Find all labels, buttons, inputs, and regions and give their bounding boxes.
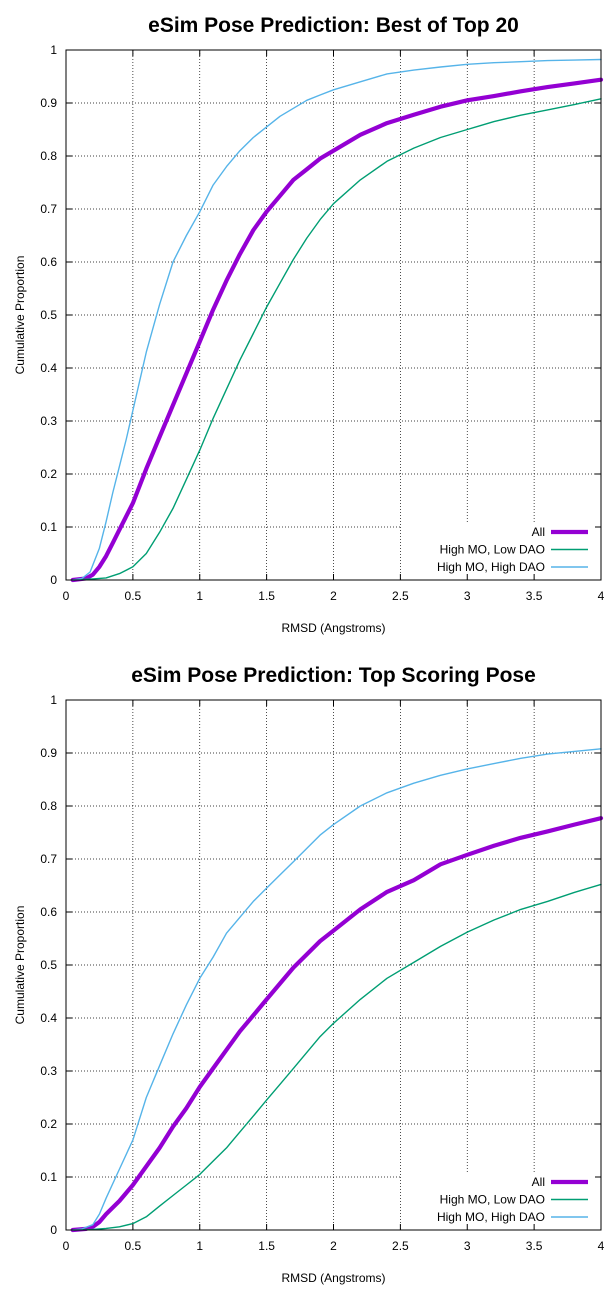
y-tick-label: 0: [50, 573, 57, 587]
x-axis-label: RMSD (Angstroms): [281, 1271, 385, 1285]
x-tick-label: 2.5: [392, 589, 409, 603]
y-axis-label: Cumulative Proportion: [13, 256, 27, 375]
x-tick-label: 2.5: [392, 1239, 409, 1253]
x-tick-label: 1.5: [258, 589, 275, 603]
x-tick-label: 0.5: [125, 589, 142, 603]
x-tick-label: 1.5: [258, 1239, 275, 1253]
y-tick-label: 0.4: [40, 1011, 57, 1025]
chart-title: eSim Pose Prediction: Top Scoring Pose: [131, 664, 536, 687]
x-tick-label: 3: [464, 589, 471, 603]
y-tick-label: 0.9: [40, 746, 57, 760]
y-tick-label: 0.5: [40, 308, 57, 322]
legend-label: High MO, High DAO: [437, 560, 545, 574]
y-tick-label: 0.3: [40, 414, 57, 428]
y-tick-label: 0.6: [40, 255, 57, 269]
y-tick-label: 0.6: [40, 905, 57, 919]
y-tick-label: 0.1: [40, 520, 57, 534]
x-tick-label: 1: [196, 1239, 203, 1253]
legend-label: All: [532, 525, 545, 539]
x-tick-label: 0: [63, 589, 70, 603]
chart-title: eSim Pose Prediction: Best of Top 20: [148, 14, 519, 37]
legend-label: High MO, High DAO: [437, 1210, 545, 1224]
series-line-high-mo-high-dao: [72, 748, 602, 1231]
chart-panel-top-scoring-pose: eSim Pose Prediction: Top Scoring Pose 0 0…: [0, 650, 605, 1300]
grid: [66, 50, 601, 580]
y-tick-label: 0.9: [40, 96, 57, 110]
x-tick-label: 4: [598, 589, 605, 603]
y-tick-label: 0.7: [40, 852, 57, 866]
x-tick-label: 2: [330, 1239, 337, 1253]
y-tick-label: 0.1: [40, 1170, 57, 1184]
series-line-all: [70, 816, 604, 1233]
x-tick-label: 3: [464, 1239, 471, 1253]
x-tick-label: 3.5: [526, 589, 543, 603]
y-tick-label: 1: [50, 693, 57, 707]
y-tick-label: 0.2: [40, 1117, 57, 1131]
y-tick-label: 0.5: [40, 958, 57, 972]
y-tick-label: 0.8: [40, 149, 57, 163]
y-tick-label: 0.2: [40, 467, 57, 481]
y-tick-label: 0.4: [40, 361, 57, 375]
series-line-high-mo-low-dao: [72, 98, 602, 581]
chart-panel-best-of-top-20: eSim Pose Prediction: Best of Top 20 0 0.5…: [13, 14, 605, 635]
x-tick-label: 0.5: [125, 1239, 142, 1253]
y-tick-label: 0.8: [40, 799, 57, 813]
y-tick-label: 0.3: [40, 1064, 57, 1078]
series-line-high-mo-high-dao: [72, 58, 602, 581]
x-axis-label: RMSD (Angstroms): [281, 621, 385, 635]
y-axis-label: Cumulative Proportion: [13, 906, 27, 1025]
legend-label: High MO, Low DAO: [440, 543, 545, 557]
x-tick-label: 4: [598, 1239, 605, 1253]
y-tick-label: 1: [50, 43, 57, 57]
x-tick-label: 3.5: [526, 1239, 543, 1253]
x-tick-label: 2: [330, 589, 337, 603]
y-tick-label: 0.7: [40, 202, 57, 216]
series-line-all: [70, 77, 604, 583]
x-tick-label: 1: [196, 589, 203, 603]
legend-label: All: [532, 1175, 545, 1189]
series-line-high-mo-low-dao: [72, 883, 602, 1231]
x-tick-label: 0: [63, 1239, 70, 1253]
y-tick-label: 0: [50, 1223, 57, 1237]
grid: [66, 700, 601, 1230]
chart-svg: eSim Pose Prediction: Best of Top 20 0 0.5…: [13, 14, 605, 635]
legend-label: High MO, Low DAO: [440, 1193, 545, 1207]
